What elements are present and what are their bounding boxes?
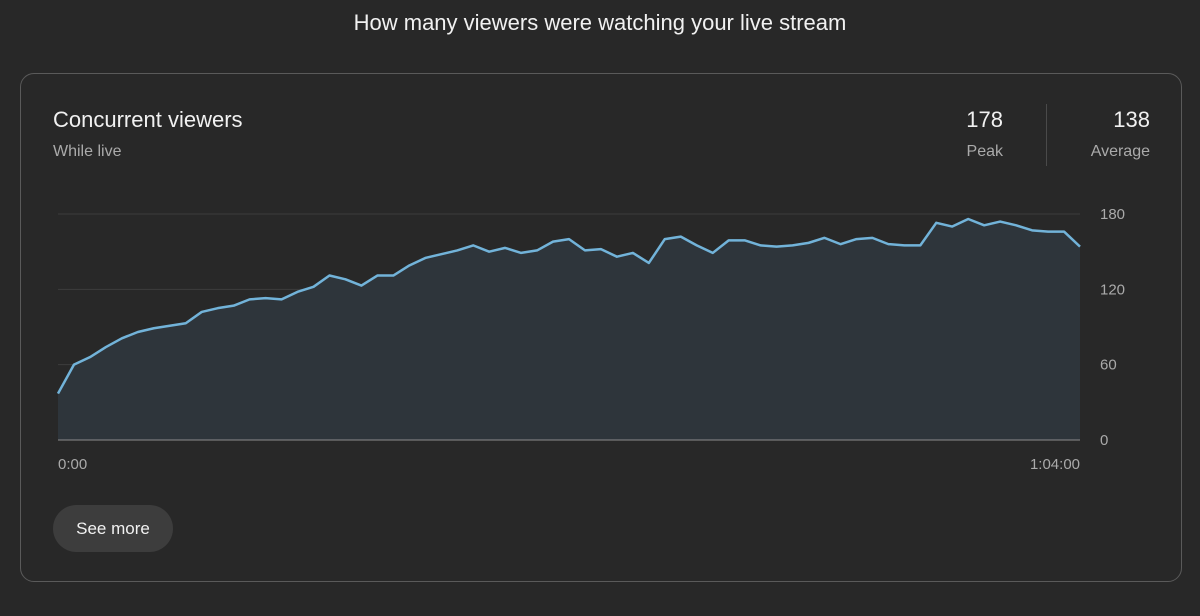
average-label: Average — [1090, 143, 1150, 160]
y-tick-label: 60 — [1100, 357, 1117, 374]
y-tick-label: 0 — [1100, 432, 1108, 449]
y-tick-label: 180 — [1100, 206, 1125, 223]
peak-value: 178 — [966, 107, 1003, 132]
concurrent-viewers-card: Concurrent viewers While live 178 Peak 1… — [20, 73, 1182, 582]
viewers-area — [58, 219, 1080, 440]
average-value: 138 — [1113, 107, 1150, 132]
peak-stat: 178 Peak — [966, 106, 1003, 162]
page-heading: How many viewers were watching your live… — [353, 10, 847, 35]
y-tick-label: 120 — [1100, 281, 1125, 298]
card-subtitle: While live — [53, 143, 122, 160]
x-tick-label: 1:04:00 — [1030, 456, 1080, 473]
stat-divider — [1046, 104, 1047, 166]
average-stat: 138 Average — [1091, 106, 1150, 162]
concurrent-viewers-chart[interactable]: 180 120 60 0 0:00 1:04:00 — [21, 74, 1181, 494]
peak-label: Peak — [966, 143, 1003, 160]
viewers-line — [56, 217, 1081, 395]
see-more-button[interactable]: See more — [53, 505, 173, 552]
card-title: Concurrent viewers — [53, 107, 243, 132]
x-tick-label: 0:00 — [58, 456, 87, 473]
